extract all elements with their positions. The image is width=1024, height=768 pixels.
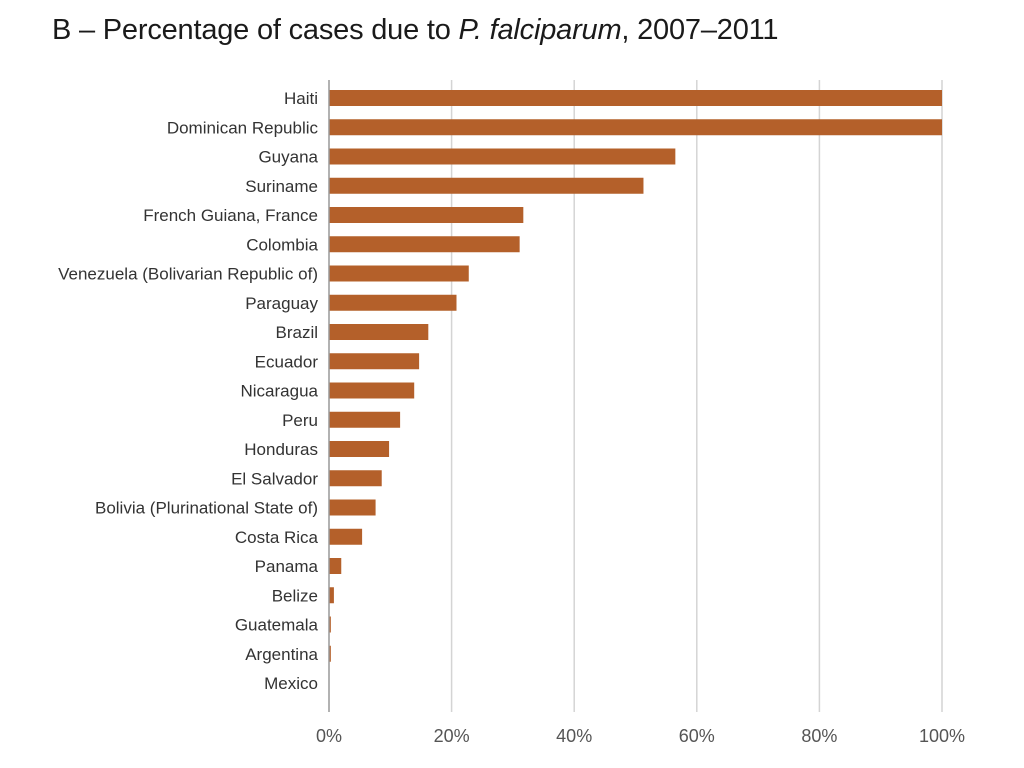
- bar: [329, 645, 331, 662]
- bar: [329, 294, 457, 311]
- grid-lines: [450, 80, 943, 712]
- category-label: Dominican Republic: [167, 118, 319, 137]
- x-tick-label: 60%: [679, 726, 715, 746]
- category-label: French Guiana, France: [143, 206, 318, 225]
- category-label: Colombia: [246, 235, 318, 254]
- category-label: Peru: [282, 411, 318, 430]
- category-label: Belize: [272, 586, 318, 605]
- bar: [329, 470, 382, 487]
- category-label: Costa Rica: [235, 528, 319, 547]
- bar: [329, 236, 520, 253]
- bar: [329, 119, 942, 136]
- bar: [329, 411, 401, 428]
- chart-title: B – Percentage of cases due to P. falcip…: [52, 14, 779, 47]
- category-label: Honduras: [244, 440, 318, 459]
- bar: [329, 177, 644, 194]
- tick-labels: 0% 20% 40% 60% 80% 100%: [316, 726, 965, 746]
- category-label: Guatemala: [235, 616, 319, 635]
- category-label: Suriname: [245, 177, 318, 196]
- category-label: Mexico: [264, 674, 318, 693]
- category-labels: Haiti Dominican Republic Guyana Suriname Fre…: [58, 89, 318, 693]
- x-tick-label: 100%: [919, 726, 965, 746]
- category-label: Guyana: [258, 148, 318, 167]
- bar: [329, 382, 415, 399]
- category-label: Ecuador: [255, 352, 319, 371]
- x-tick-label: 80%: [801, 726, 837, 746]
- bar: [329, 265, 469, 282]
- category-label: El Salvador: [231, 469, 318, 488]
- bar: [329, 587, 334, 604]
- bar: [329, 499, 376, 516]
- category-label: Bolivia (Plurinational State of): [95, 499, 318, 518]
- category-label: Venezuela (Bolivarian Republic of): [58, 265, 318, 284]
- bar: [329, 528, 363, 545]
- title-prefix: B – Percentage of cases due to: [52, 14, 459, 46]
- bar: [329, 324, 429, 340]
- bar: [329, 90, 942, 106]
- bar: [329, 558, 342, 574]
- category-label: Argentina: [245, 645, 318, 664]
- bars: [329, 90, 942, 662]
- title-species: P. falciparum: [458, 14, 622, 46]
- title-suffix: , 2007–2011: [621, 14, 779, 46]
- bar: [329, 148, 676, 165]
- x-tick-label: 20%: [434, 726, 470, 746]
- bar: [329, 441, 390, 457]
- bar: [329, 207, 524, 223]
- bar: [329, 353, 420, 370]
- x-tick-label: 40%: [556, 726, 592, 746]
- bar: [329, 616, 331, 633]
- category-label: Brazil: [275, 323, 318, 342]
- x-tick-label: 0%: [316, 726, 342, 746]
- category-label: Panama: [255, 557, 319, 576]
- category-label: Haiti: [284, 89, 318, 108]
- category-label: Nicaragua: [241, 382, 319, 401]
- category-label: Paraguay: [245, 294, 318, 313]
